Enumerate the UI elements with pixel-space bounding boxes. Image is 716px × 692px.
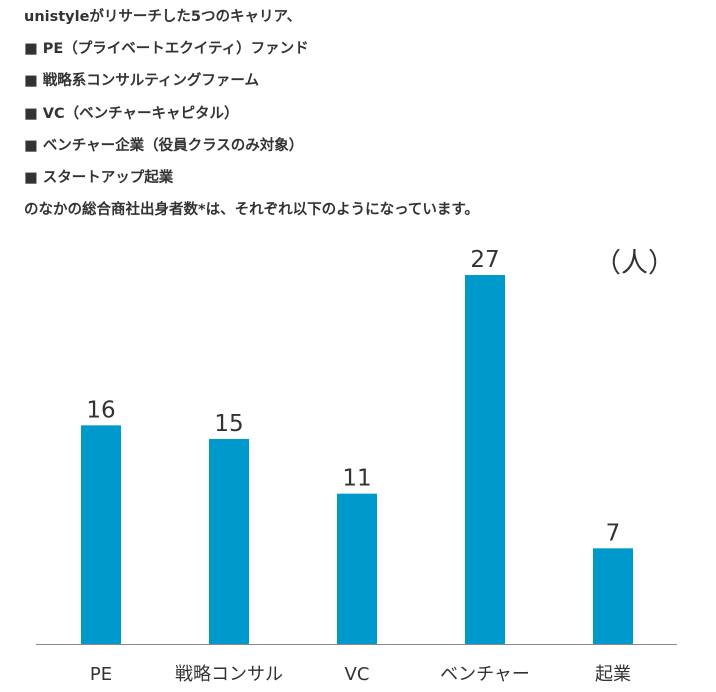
category-label: ベンチャー <box>440 664 530 685</box>
bar-2 <box>209 439 249 644</box>
intro-line: ■ スタートアップ起業 <box>24 169 174 186</box>
value-label: 16 <box>86 397 115 423</box>
bar-5 <box>593 548 633 644</box>
category-label: 戦略コンサル <box>175 664 283 685</box>
category-label: VC <box>345 664 370 685</box>
intro-text: unistyleがリサーチした5つのキャリア、 ■ PE（プライベートエクイティ… <box>24 8 704 233</box>
value-label: 7 <box>606 520 621 546</box>
intro-line: unistyleがリサーチした5つのキャリア、 <box>24 9 302 25</box>
intro-line: ■ ベンチャー企業（役員クラスのみ対象） <box>24 137 304 154</box>
bar-4 <box>465 275 505 644</box>
category-label: 起業 <box>595 664 631 685</box>
intro-line: ■ 戦略系コンサルティングファーム <box>24 73 259 90</box>
value-label: 15 <box>214 411 243 437</box>
intro-line: ■ PE（プライベートエクイティ）ファンド <box>24 41 309 58</box>
unit-label: （人） <box>594 248 675 279</box>
intro-line: ■ VC（ベンチャーキャピタル） <box>24 105 239 122</box>
bar-3 <box>337 493 377 644</box>
intro-line: のなかの総合商社出身者数*は、それぞれ以下のようになっています。 <box>24 202 479 219</box>
category-label: PE <box>90 664 112 685</box>
value-label: 27 <box>470 247 499 273</box>
value-label: 11 <box>342 466 371 492</box>
bar-1 <box>81 425 121 644</box>
